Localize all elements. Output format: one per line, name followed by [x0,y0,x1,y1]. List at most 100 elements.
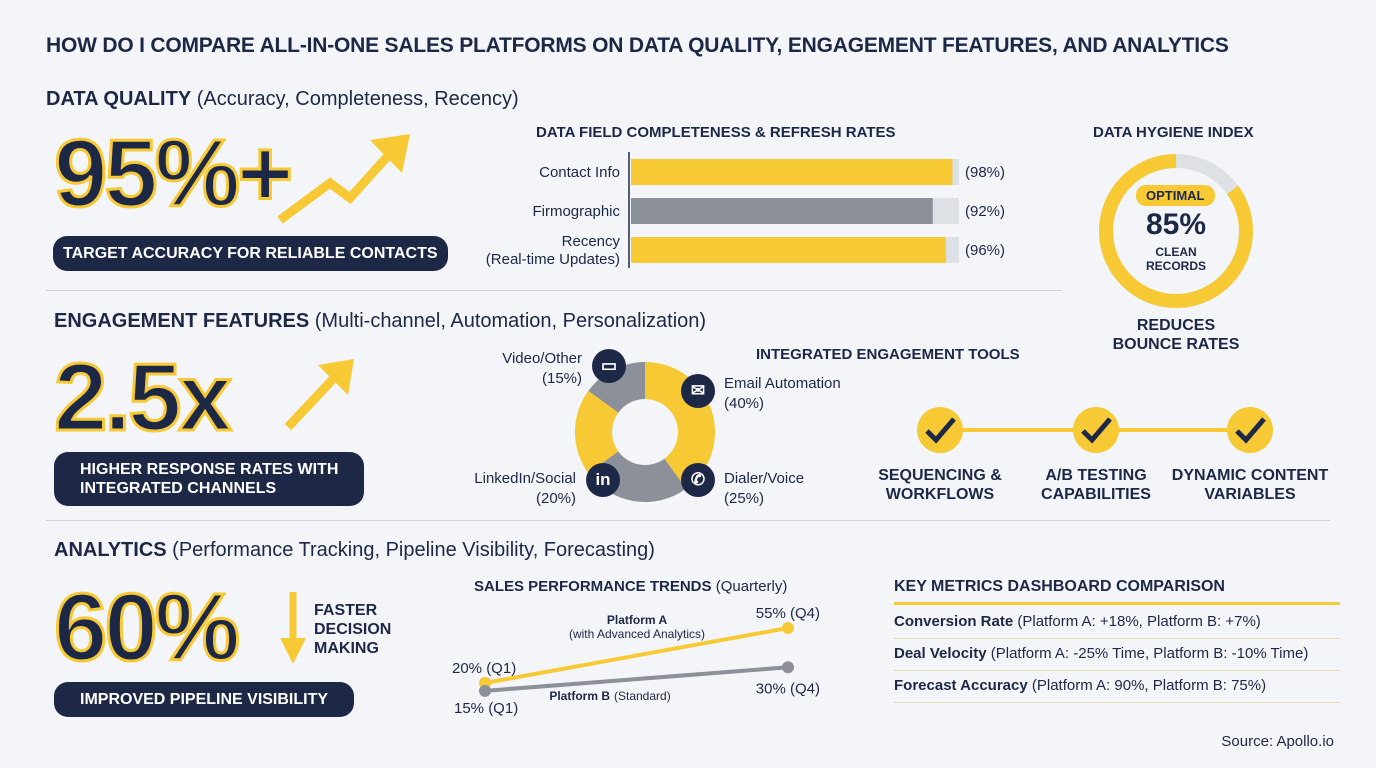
side-line: MAKING [314,640,379,658]
title-suffix: (Quarterly) [715,578,788,595]
analytics-stat: 60% [52,574,241,681]
data-quality-heading: DATA QUALITY (Accuracy, Completeness, Re… [46,88,519,111]
checkmark-icon [917,407,963,453]
metric-detail: (Platform A: 90%, Platform B: 75%) [1031,677,1267,694]
caption-line: INTEGRATED CHANNELS [80,480,277,498]
slice-label: Dialer/Voice (25%) [724,469,804,508]
tool-line: VARIABLES [1204,486,1296,504]
ring-fill [1099,154,1253,308]
checkmark-icon [1227,407,1273,453]
tool-line: A/B TESTING [1045,467,1147,484]
analytics-caption: IMPROVED PIPELINE VISIBILITY [54,682,355,718]
data-point [782,622,794,635]
tool-line: SEQUENCING & [878,467,1002,484]
slice-value: (20%) [535,489,576,507]
category-label: Firmographic [532,203,620,220]
value-label: (92%) [965,203,1005,220]
tools-title: INTEGRATED ENGAGEMENT TOOLS [756,346,1020,363]
subheading: (Performance Tracking, Pipeline Visibili… [172,539,655,561]
value-label: (96%) [965,242,1005,259]
series-note: (Standard) [614,689,671,703]
envelope-icon: ✉ [681,374,715,408]
slice-label: Email Automation (40%) [724,374,841,413]
line-chart-title: SALES PERFORMANCE TRENDS (Quarterly) [474,578,787,595]
arrow-up-right-icon [284,359,354,431]
metric-name: Forecast Accuracy [894,677,1028,694]
hygiene-title: DATA HYGIENE INDEX [1093,124,1254,141]
data-quality-caption: TARGET ACCURACY FOR RELIABLE CONTACTS [53,236,448,272]
title-text: SALES PERFORMANCE TRENDS [474,578,712,595]
engagement-stat: 2.5x [53,344,234,451]
point-label: 55% (Q4) [756,605,820,622]
caption-line: HIGHER RESPONSE RATES WITH [80,461,339,478]
series-line [484,626,789,685]
metric-name: Deal Velocity [894,645,987,662]
hygiene-ring [1099,154,1253,308]
arrow-down-icon [280,592,306,664]
tool-line: DYNAMIC CONTENT [1171,467,1329,484]
page-title: HOW DO I COMPARE ALL-IN-ONE SALES PLATFO… [46,34,1229,57]
category-label: (Real-time Updates) [486,251,620,268]
divider [46,520,1330,521]
subheading: (Accuracy, Completeness, Recency) [196,88,519,110]
donut-slice [588,362,645,413]
hygiene-note: REDUCES BOUNCE RATES [1096,316,1256,354]
slice-label: LinkedIn/Social (20%) [474,469,576,508]
side-line: FASTER [314,602,378,619]
point-label: 30% (Q4) [756,680,820,697]
category-label: Recency [562,233,621,250]
tool-line: WORKFLOWS [885,486,995,504]
tool-line: CAPABILITIES [1041,486,1151,504]
subheading: (Multi-channel, Automation, Personalizat… [314,310,707,332]
metric-row: Deal Velocity (Platform A: -25% Time, Pl… [894,639,1340,671]
checkmark-icon [1073,407,1119,453]
metrics-rule [894,602,1340,605]
heading-text: DATA QUALITY [46,88,192,110]
completeness-bar-chart: Contact Info (98%) Firmographic (92%) Recenc… [486,152,1005,268]
series-name: Platform B [549,689,610,703]
engagement-caption: HIGHER RESPONSE RATES WITH INTEGRATED CHA… [54,452,365,507]
metric-detail: (Platform A: +18%, Platform B: +7%) [1017,613,1261,630]
slice-name: Video/Other [502,350,582,367]
category-label: Contact Info [539,164,620,181]
point-label: 15% (Q1) [454,700,518,717]
point-label: 20% (Q1) [452,660,516,677]
slice-value: (40%) [724,394,765,412]
side-line: DECISION [314,621,392,639]
caption-line: RECORDS [1145,259,1206,274]
tool-label: A/B TESTING CAPABILITIES [1006,466,1186,504]
slice-value: (25%) [724,489,765,507]
slice-value: (15%) [541,369,582,387]
source-note: Source: Apollo.io [1221,733,1334,750]
metric-row: Forecast Accuracy (Platform A: 90%, Plat… [894,671,1340,703]
heading-text: ENGAGEMENT FEATURES [54,310,310,332]
heading-text: ANALYTICS [54,539,167,561]
series-line [484,665,789,693]
data-point [782,661,794,674]
series-note: (with Advanced Analytics) [569,627,705,641]
phone-icon: ✆ [681,463,715,497]
data-point [479,684,491,697]
hygiene-value: 85% [1145,208,1207,241]
note-line: BOUNCE RATES [1112,336,1240,354]
analytics-side-text: FASTER DECISION MAKING [314,601,391,659]
optimal-badge: OPTIMAL [1136,185,1215,206]
bar [631,159,953,185]
data-quality-stat: 95%+ [52,120,294,227]
slice-label: Video/Other (15%) [502,349,582,388]
hygiene-caption: CLEAN RECORDS [1096,245,1256,274]
engagement-heading: ENGAGEMENT FEATURES (Multi-channel, Auto… [54,310,706,333]
caption-line: CLEAN [1155,245,1197,259]
arrow-up-right-icon [277,134,410,224]
value-label: (98%) [965,164,1005,181]
divider [46,290,1062,291]
metric-detail: (Platform A: -25% Time, Platform B: -10%… [990,645,1309,662]
tool-label: DYNAMIC CONTENT VARIABLES [1160,466,1340,504]
bar [631,237,946,263]
linkedin-icon: in [586,463,620,497]
series-name: Platform A [607,613,668,627]
metrics-title: KEY METRICS DASHBOARD COMPARISON [894,578,1225,595]
bar [631,198,933,224]
tool-label: SEQUENCING & WORKFLOWS [850,466,1030,504]
slice-name: LinkedIn/Social [474,470,576,487]
